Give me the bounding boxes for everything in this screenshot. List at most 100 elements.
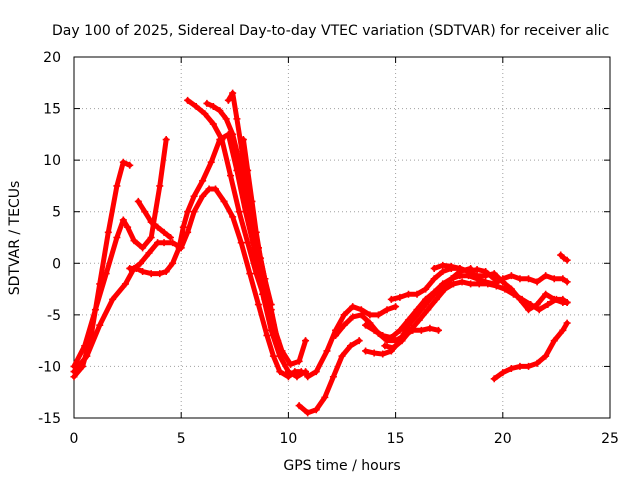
x-tick-label: 10 (279, 431, 297, 447)
data-point (287, 360, 295, 368)
series-track-1 (70, 158, 134, 381)
data-point (559, 326, 567, 334)
data-point (439, 261, 447, 269)
data-point (113, 182, 121, 190)
data-point (379, 350, 387, 358)
data-point (190, 192, 198, 200)
data-point (533, 278, 541, 286)
data-point (222, 115, 230, 123)
data-point (246, 270, 254, 278)
data-point (252, 270, 260, 278)
data-point (267, 311, 275, 319)
x-tick-label: 5 (177, 431, 186, 447)
data-point (563, 278, 571, 286)
data-point (212, 185, 220, 193)
y-tick-label: 10 (43, 153, 61, 169)
data-point (535, 306, 543, 314)
data-point (199, 192, 207, 200)
data-point (124, 223, 132, 231)
data-point (227, 172, 235, 180)
data-point (357, 311, 365, 319)
data-point (274, 337, 282, 345)
data-point (527, 301, 535, 309)
data-point (349, 303, 357, 311)
data-point (432, 295, 440, 303)
data-point (396, 326, 404, 334)
y-tick-label: -15 (38, 411, 61, 427)
data-series (70, 89, 571, 417)
data-point (278, 347, 286, 355)
data-point (109, 295, 117, 303)
series-line (388, 265, 570, 313)
data-point (261, 275, 269, 283)
data-point (132, 264, 140, 272)
y-axis-label: SDTVAR / TECUs (7, 181, 23, 296)
data-point (263, 331, 271, 339)
data-point (136, 259, 144, 267)
data-point (349, 313, 357, 321)
data-point (389, 344, 397, 352)
data-point (201, 110, 209, 118)
data-point (267, 301, 275, 309)
data-point (417, 326, 425, 334)
data-point (119, 158, 127, 166)
data-point (147, 234, 155, 241)
data-point (276, 352, 284, 360)
data-point (126, 161, 134, 169)
data-point (362, 347, 370, 355)
data-point (516, 362, 524, 370)
data-point (169, 259, 177, 267)
data-point (205, 185, 213, 193)
data-point (284, 368, 292, 376)
data-point (544, 301, 552, 309)
data-point (413, 290, 421, 298)
y-tick-label: 0 (52, 256, 61, 272)
data-point (499, 278, 507, 286)
series-track-8 (239, 136, 275, 309)
data-point (332, 331, 340, 339)
data-point (169, 239, 177, 247)
data-point (156, 270, 164, 278)
data-point (467, 280, 475, 288)
data-point (434, 326, 442, 334)
data-point (482, 268, 490, 276)
data-point (229, 130, 237, 138)
data-point (413, 306, 421, 314)
data-point (134, 197, 142, 205)
data-point (276, 368, 284, 376)
data-point (456, 272, 464, 280)
data-point (229, 89, 237, 97)
data-point (492, 282, 500, 290)
data-point (366, 311, 374, 319)
data-point (484, 280, 492, 288)
x-tick-label: 15 (387, 431, 405, 447)
data-point (404, 316, 412, 324)
y-tick-label: 15 (43, 102, 61, 118)
data-point (147, 270, 155, 278)
data-point (355, 337, 363, 345)
data-point (321, 393, 329, 401)
series-track-19 (557, 251, 571, 264)
data-point (404, 290, 412, 298)
data-point (121, 280, 129, 288)
data-point (447, 262, 455, 270)
data-point (126, 264, 134, 272)
data-point (312, 406, 320, 414)
data-point (237, 239, 245, 247)
series-line (491, 320, 570, 382)
series-track-2 (70, 136, 170, 370)
data-point (199, 177, 207, 185)
plot-frame (73, 56, 611, 419)
data-point (370, 326, 378, 334)
data-point (295, 357, 303, 365)
data-point (552, 295, 560, 303)
data-point (518, 295, 526, 303)
data-point (102, 270, 110, 278)
data-point (415, 316, 423, 324)
series-track-9 (134, 197, 174, 241)
y-tick-label: -5 (47, 308, 61, 324)
data-point (83, 352, 91, 360)
series-track-16 (381, 278, 571, 352)
data-point (104, 228, 112, 236)
